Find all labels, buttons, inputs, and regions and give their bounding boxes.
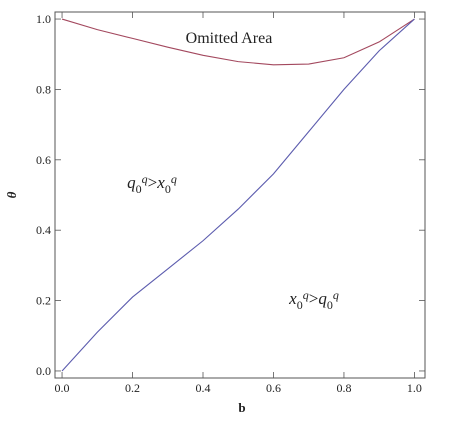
series-line bbox=[61, 18, 415, 372]
x-tick-label: 0.8 bbox=[336, 381, 351, 395]
annotation-part: q bbox=[318, 289, 327, 308]
annotation-part: q bbox=[333, 288, 339, 302]
series-line bbox=[61, 18, 415, 66]
x-axis-label: b bbox=[238, 400, 245, 415]
plot-frame bbox=[54, 11, 426, 379]
y-tick-label: 0.6 bbox=[36, 153, 51, 167]
annotation-part: > bbox=[309, 289, 319, 308]
y-tick-label: 0.0 bbox=[36, 364, 51, 378]
y-tick-label: 1.0 bbox=[36, 12, 51, 26]
annotation-part: q bbox=[127, 173, 136, 192]
annotation-part: x bbox=[288, 289, 297, 308]
y-tick-label: 0.4 bbox=[36, 223, 51, 237]
x-tick-label: 1.0 bbox=[407, 381, 422, 395]
annotation-part: 0 bbox=[136, 182, 142, 196]
x-tick-label: 0.2 bbox=[125, 381, 140, 395]
annotation-part: 0 bbox=[165, 182, 171, 196]
annotation-part: q bbox=[142, 172, 148, 186]
annotation: q0q>x0q bbox=[127, 172, 177, 196]
y-tick-label: 0.8 bbox=[36, 82, 51, 96]
annotation: Omitted Area bbox=[186, 30, 273, 47]
annotation: x0q>q0q bbox=[288, 288, 339, 312]
annotation-part: q bbox=[171, 172, 177, 186]
x-tick-label: 0.6 bbox=[266, 381, 281, 395]
x-tick-label: 0.0 bbox=[55, 381, 70, 395]
annotation-part: q bbox=[303, 288, 309, 302]
annotation-part: > bbox=[148, 173, 158, 192]
x-tick-label: 0.4 bbox=[196, 381, 211, 395]
y-tick-label: 0.2 bbox=[36, 294, 51, 308]
annotation-part: 0 bbox=[297, 298, 303, 312]
annotation-part: 0 bbox=[327, 298, 333, 312]
annotation-part: x bbox=[156, 173, 165, 192]
y-axis-label: θ bbox=[4, 191, 19, 198]
